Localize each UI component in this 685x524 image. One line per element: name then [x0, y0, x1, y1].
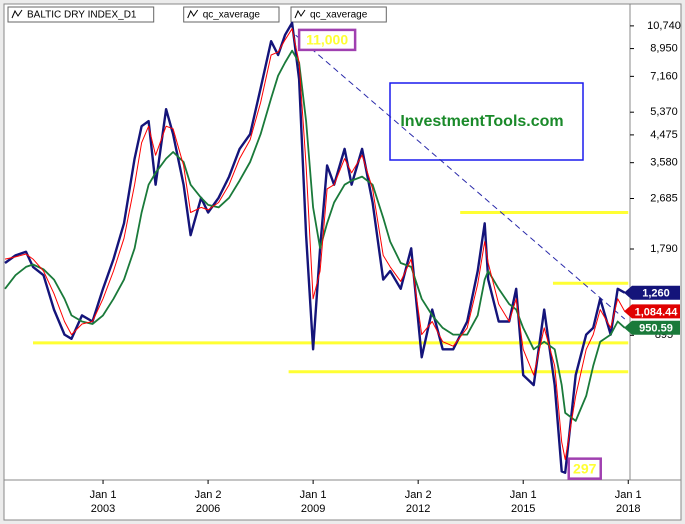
y-axis-panel: [629, 3, 682, 481]
annotation-box: [567, 457, 602, 480]
x-axis-panel: [3, 479, 682, 521]
series-line: [4, 49, 626, 422]
legend: BALTIC DRY INDEX_D1 qc_xaverage qc_xaverag…: [7, 6, 387, 23]
price-tag-label: 1,084.44: [635, 306, 679, 318]
x-tick-label: Jan 1 2015: [509, 489, 537, 515]
legend-label: qc_xaverage: [203, 10, 261, 21]
legend-icon: [11, 9, 23, 19]
price-tag: [624, 285, 680, 300]
x-tick-label: Jan 1 2018: [614, 489, 642, 515]
trendline: [295, 34, 626, 320]
x-tick-label: Jan 1 2009: [299, 489, 327, 515]
plot-area: [3, 3, 631, 481]
legend-box: [183, 6, 280, 23]
y-tick-label: 10,740: [647, 20, 681, 32]
y-tick-label: 3,580: [650, 157, 678, 169]
annotation-label: 11,000: [306, 32, 348, 48]
price-tag-label: 1,260: [642, 288, 670, 300]
price-tag-label: 950.59: [639, 323, 673, 335]
legend-icon: [187, 9, 199, 19]
y-tick-label: 4,475: [650, 129, 678, 141]
y-tick-label: 1,790: [650, 243, 678, 255]
series-line: [4, 21, 626, 474]
series-line: [4, 28, 626, 460]
y-tick-label: 8,950: [650, 42, 678, 54]
legend-box: [290, 6, 387, 23]
x-tick-label: Jan 2 2012: [404, 489, 432, 515]
price-tag: [624, 320, 680, 335]
legend-label: qc_xaverage: [310, 10, 368, 21]
x-tick-label: Jan 1 2003: [89, 489, 117, 515]
y-tick-label: 5,370: [650, 106, 678, 118]
price-tag: [624, 304, 680, 319]
watermark: InvestmentTools.com: [400, 113, 563, 130]
watermark-box: [389, 82, 584, 161]
x-tick-label: Jan 2 2006: [194, 489, 222, 515]
legend-icon: [294, 9, 306, 19]
annotation-label: 297: [573, 460, 597, 476]
y-tick-label: 2,685: [650, 192, 678, 204]
y-tick-label: 7,160: [650, 70, 678, 82]
annotation-box: [297, 28, 357, 52]
legend-label: BALTIC DRY INDEX_D1: [27, 10, 137, 21]
legend-box: [7, 6, 155, 23]
